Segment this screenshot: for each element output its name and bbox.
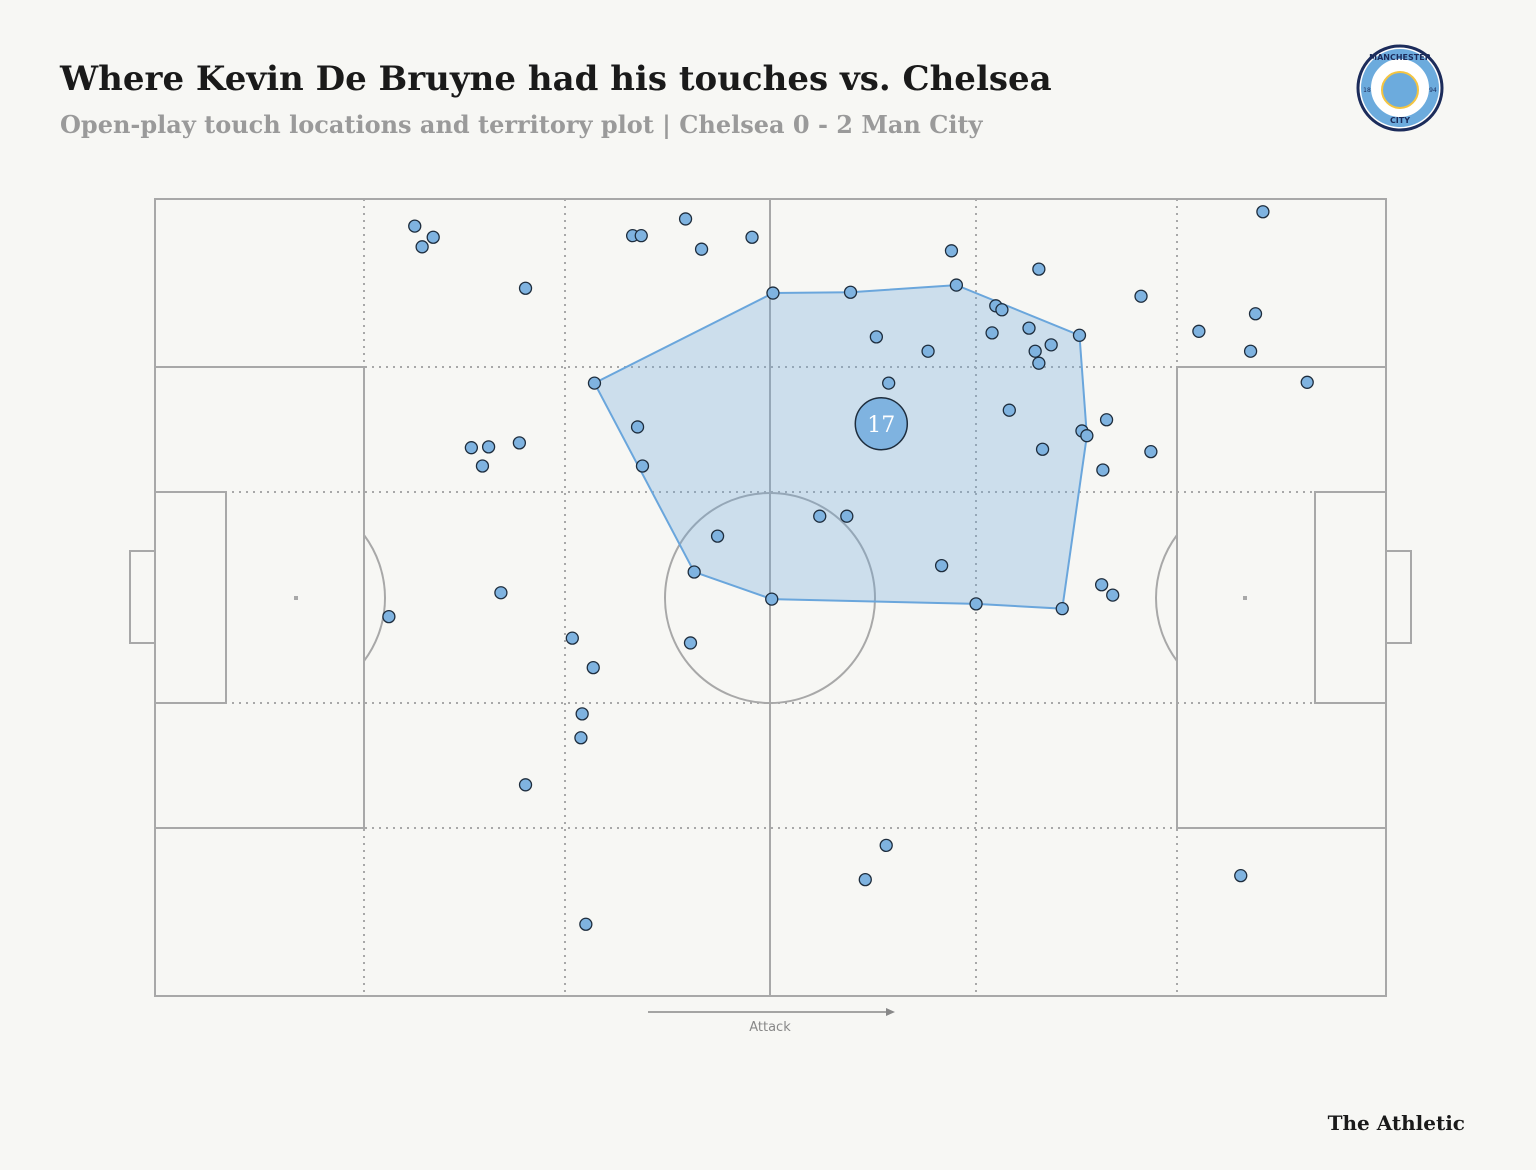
touch <box>882 376 896 390</box>
touch <box>1248 307 1263 321</box>
penalty-arc <box>1155 534 1178 662</box>
touch <box>1035 442 1050 456</box>
touch <box>1044 338 1058 352</box>
touch <box>1243 344 1258 358</box>
touch <box>843 285 858 299</box>
touch <box>813 509 827 523</box>
touch <box>635 459 650 473</box>
touch <box>1099 413 1114 427</box>
goal <box>129 550 156 644</box>
logo-text: 18 <box>1363 87 1371 94</box>
logo-text: 94 <box>1429 87 1437 94</box>
logo-text: CITY <box>1390 116 1410 125</box>
touch <box>934 558 949 573</box>
touch <box>574 731 588 745</box>
touch <box>683 636 698 650</box>
touch <box>1134 289 1148 303</box>
attack-arrow-head <box>886 1008 895 1016</box>
touch <box>1032 262 1046 276</box>
touch <box>1192 324 1206 338</box>
club-logo: MANCHESTER CITY 18 94 <box>1356 44 1444 132</box>
touch <box>944 244 959 258</box>
touch <box>494 586 508 600</box>
touch <box>575 707 589 721</box>
touch <box>687 565 701 579</box>
penalty-box <box>1176 366 1387 829</box>
touch <box>869 330 884 344</box>
touch <box>481 440 496 454</box>
logo-text: MANCHESTER <box>1369 53 1431 62</box>
touch <box>579 917 593 931</box>
touch <box>1300 375 1314 389</box>
penalty-box <box>154 366 365 829</box>
touch <box>1022 321 1036 335</box>
touch <box>1096 463 1110 477</box>
chart-subtitle: Open-play touch locations and territory … <box>60 110 984 139</box>
penalty-spot <box>1243 596 1247 600</box>
touch <box>1144 444 1158 459</box>
penalty-arc <box>363 534 386 662</box>
direction-label: Attack <box>749 1020 791 1035</box>
touch <box>518 281 533 295</box>
touch <box>949 278 964 292</box>
six-yard-box <box>154 491 227 704</box>
touch <box>745 230 759 244</box>
touch <box>512 436 527 450</box>
touch <box>586 660 600 675</box>
pitch <box>129 198 1412 997</box>
touch <box>710 529 725 543</box>
six-yard-box <box>1314 491 1387 704</box>
touch <box>765 592 779 606</box>
touch <box>1106 588 1120 602</box>
chart-title: Where Kevin De Bruyne had his touches vs… <box>59 59 1052 99</box>
touch <box>1072 328 1087 342</box>
average-label: 17 <box>867 413 895 438</box>
touch <box>1094 578 1109 592</box>
touch <box>382 609 396 624</box>
touch <box>969 597 983 611</box>
touch <box>518 778 533 792</box>
touch <box>1234 869 1248 883</box>
touch <box>475 459 490 473</box>
touch <box>879 838 893 853</box>
touch <box>766 286 780 300</box>
touch <box>1080 429 1094 443</box>
touch <box>565 631 579 645</box>
average-position <box>854 397 909 451</box>
center-circle <box>664 492 876 704</box>
touch <box>1256 205 1270 219</box>
touch <box>694 242 709 256</box>
touch <box>415 240 429 254</box>
touch <box>1032 356 1046 370</box>
penalty-spot <box>294 596 298 600</box>
logo-shield <box>1381 71 1419 109</box>
goal <box>1385 550 1412 644</box>
touch <box>921 344 935 358</box>
touch <box>1028 344 1042 358</box>
touch <box>858 872 872 887</box>
touch <box>426 230 440 244</box>
logo-band <box>1361 49 1439 127</box>
touch <box>587 376 602 390</box>
touch <box>1002 403 1016 417</box>
touch <box>1055 602 1069 616</box>
touch <box>630 420 645 434</box>
touch <box>634 229 648 243</box>
brand: The Athletic <box>1328 1111 1465 1135</box>
touch <box>995 303 1009 317</box>
touch <box>678 212 693 226</box>
touch <box>840 509 854 523</box>
territory <box>593 284 1088 610</box>
touch <box>464 441 479 455</box>
touch <box>408 219 422 233</box>
touch <box>985 326 999 340</box>
